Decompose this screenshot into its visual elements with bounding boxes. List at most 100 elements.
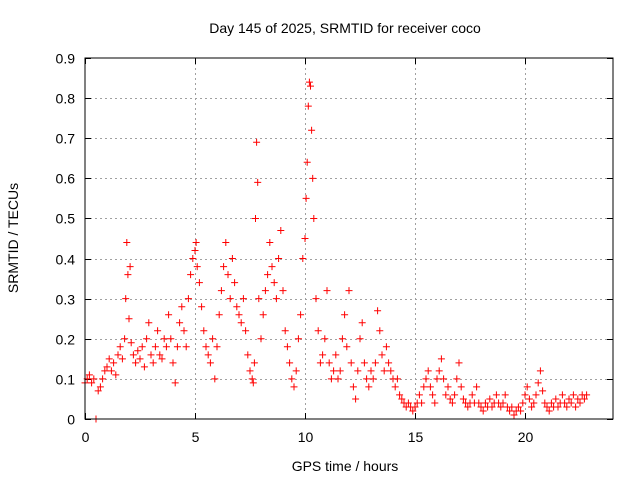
- data-point: [303, 158, 311, 166]
- data-point: [200, 327, 208, 335]
- data-point: [283, 343, 291, 351]
- data-point: [145, 319, 153, 327]
- data-point: [261, 287, 269, 295]
- data-point: [233, 303, 241, 311]
- data-point: [266, 239, 274, 247]
- data-point: [290, 383, 298, 391]
- data-point: [254, 178, 262, 186]
- data-point: [506, 407, 514, 415]
- data-point: [105, 355, 113, 363]
- data-point: [437, 355, 445, 363]
- data-point: [376, 327, 384, 335]
- data-point: [334, 375, 342, 383]
- data-point: [310, 214, 318, 222]
- data-point: [253, 138, 261, 146]
- data-point: [391, 383, 399, 391]
- data-point: [457, 383, 465, 391]
- y-tick-labels: 0 0.1 0.2 0.3 0.4 0.5 0.6 0.7 0.8 0.9: [56, 51, 76, 428]
- data-point: [307, 82, 314, 90]
- data-point: [358, 319, 366, 327]
- data-point: [292, 367, 300, 375]
- data-point: [127, 339, 135, 347]
- data-point: [184, 295, 192, 303]
- data-point: [275, 255, 283, 263]
- data-point: [534, 379, 542, 387]
- data-point: [121, 335, 129, 343]
- data-point: [510, 411, 518, 419]
- data-point: [378, 351, 386, 359]
- data-point: [209, 335, 217, 343]
- data-point: [387, 367, 395, 375]
- plot-frame: [84, 57, 614, 420]
- data-point: [151, 343, 159, 351]
- data-point: [118, 355, 126, 363]
- data-point: [385, 359, 393, 367]
- y-tick-label: 0.1: [56, 372, 76, 388]
- data-point: [332, 351, 340, 359]
- data-point: [302, 194, 310, 202]
- x-tick-labels: 0 5 10 15 20: [82, 429, 534, 445]
- data-point: [215, 311, 223, 319]
- data-point: [147, 351, 155, 359]
- data-point: [530, 399, 538, 407]
- data-point: [479, 407, 487, 415]
- data-point: [90, 375, 98, 383]
- data-point: [554, 403, 562, 411]
- data-point: [365, 383, 373, 391]
- data-point: [543, 403, 551, 411]
- data-point: [561, 399, 569, 407]
- data-point: [464, 403, 472, 411]
- chart-title: Day 145 of 2025, SRMTID for receiver coc…: [209, 20, 481, 36]
- data-point: [508, 403, 516, 411]
- data-point: [431, 399, 439, 407]
- data-point: [528, 403, 536, 411]
- data-point: [475, 399, 483, 407]
- data-point: [411, 403, 419, 411]
- data-point: [286, 359, 294, 367]
- data-point: [239, 295, 247, 303]
- y-tick-label: 0.2: [56, 332, 76, 348]
- data-point: [309, 174, 317, 182]
- data-point: [314, 327, 322, 335]
- data-point: [248, 375, 256, 383]
- data-point: [545, 407, 553, 415]
- data-point: [149, 359, 157, 367]
- data-point: [206, 359, 214, 367]
- data-point: [226, 295, 234, 303]
- data-point: [547, 399, 555, 407]
- data-point: [552, 395, 560, 403]
- data-point: [341, 311, 349, 319]
- x-tick-label: 10: [298, 429, 314, 445]
- data-point: [162, 343, 170, 351]
- data-point: [563, 403, 571, 411]
- data-point: [576, 399, 584, 407]
- data-point: [492, 391, 500, 399]
- data-point: [380, 367, 388, 375]
- data-point: [404, 399, 412, 407]
- data-point: [525, 395, 533, 403]
- data-point: [409, 407, 417, 415]
- data-point: [354, 367, 362, 375]
- data-point: [433, 375, 441, 383]
- data-point: [202, 343, 210, 351]
- data-point: [224, 271, 232, 279]
- data-point: [124, 271, 132, 279]
- data-point: [272, 295, 280, 303]
- data-point: [138, 343, 146, 351]
- data-point: [446, 395, 454, 403]
- data-point: [345, 287, 353, 295]
- data-point: [277, 226, 285, 234]
- data-point: [349, 383, 357, 391]
- data-point: [182, 343, 190, 351]
- data-point: [398, 395, 406, 403]
- data-point: [523, 383, 531, 391]
- data-point: [297, 311, 305, 319]
- axis-ticks: [85, 58, 613, 420]
- data-point: [110, 359, 118, 367]
- data-point: [420, 383, 428, 391]
- data-point: [422, 375, 430, 383]
- y-tick-label: 0.3: [56, 292, 76, 308]
- data-point: [257, 335, 265, 343]
- data-point: [195, 279, 203, 287]
